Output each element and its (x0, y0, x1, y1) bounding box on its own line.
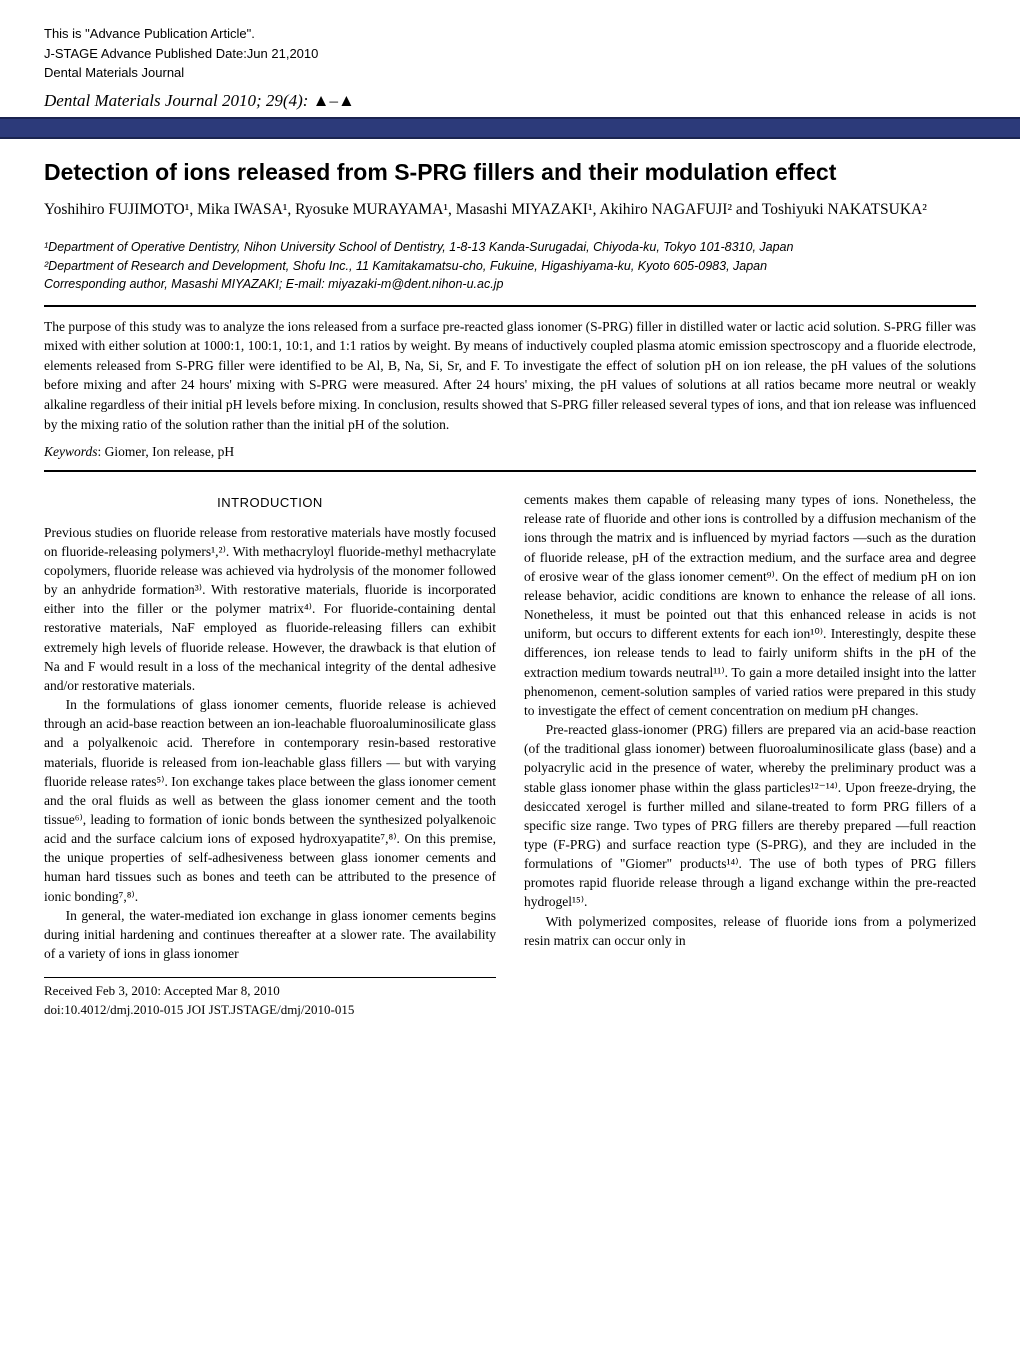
abstract: The purpose of this study was to analyze… (44, 317, 976, 434)
article-footer: Received Feb 3, 2010: Accepted Mar 8, 20… (44, 977, 496, 1019)
journal-citation: Dental Materials Journal 2010; 29(4): ▲–… (0, 91, 1020, 117)
corresponding-author: Corresponding author, Masashi MIYAZAKI; … (44, 275, 976, 293)
article-content: Detection of ions released from S-PRG fi… (0, 159, 1020, 1044)
prepub-line-3: Dental Materials Journal (44, 63, 976, 83)
body-columns: INTRODUCTION Previous studies on fluorid… (44, 490, 976, 1019)
paragraph: cements makes them capable of releasing … (524, 490, 976, 720)
affiliations-block: ¹Department of Operative Dentistry, Niho… (44, 238, 976, 292)
right-column: cements makes them capable of releasing … (524, 490, 976, 1019)
affiliation-2: ²Department of Research and Development,… (44, 257, 976, 275)
keywords-label: Keywords (44, 444, 98, 459)
doi: doi:10.4012/dmj.2010-015 JOI JST.JSTAGE/… (44, 1001, 496, 1019)
section-heading-introduction: INTRODUCTION (44, 494, 496, 512)
paragraph: In the formulations of glass ionomer cem… (44, 695, 496, 906)
affiliation-1: ¹Department of Operative Dentistry, Niho… (44, 238, 976, 256)
prepub-line-2: J-STAGE Advance Published Date:Jun 21,20… (44, 44, 976, 64)
received-accepted-dates: Received Feb 3, 2010: Accepted Mar 8, 20… (44, 982, 496, 1000)
authors: Yoshihiro FUJIMOTO¹, Mika IWASA¹, Ryosuk… (44, 200, 976, 221)
rule-bottom (44, 470, 976, 472)
keywords-value: : Giomer, Ion release, pH (98, 444, 235, 459)
paragraph: With polymerized composites, release of … (524, 912, 976, 950)
paragraph: Previous studies on fluoride release fro… (44, 523, 496, 695)
prepublication-notice: This is "Advance Publication Article". J… (0, 0, 1020, 91)
article-title: Detection of ions released from S-PRG fi… (44, 159, 976, 186)
rule-top (44, 305, 976, 307)
keywords: Keywords: Giomer, Ion release, pH (44, 444, 976, 460)
paragraph: Pre-reacted glass-ionomer (PRG) fillers … (524, 720, 976, 912)
prepub-line-1: This is "Advance Publication Article". (44, 24, 976, 44)
left-column: INTRODUCTION Previous studies on fluorid… (44, 490, 496, 1019)
paragraph: In general, the water-mediated ion excha… (44, 906, 496, 963)
header-bar (0, 117, 1020, 139)
